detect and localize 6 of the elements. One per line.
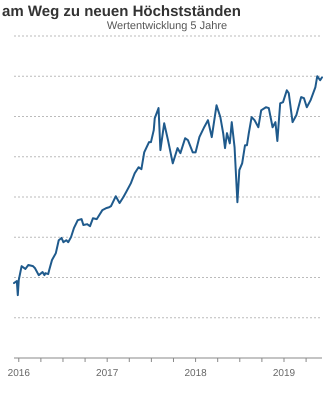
x-tick-label: 2019: [272, 368, 296, 379]
x-tick-label: 2018: [184, 368, 208, 379]
x-tick-label: 2017: [96, 368, 119, 379]
chart-title: am Weg zu neuen Höchstständen: [2, 3, 241, 20]
chart-subtitle: Wertentwicklung 5 Jahre: [106, 20, 228, 32]
x-tick-label: 2016: [8, 368, 30, 379]
